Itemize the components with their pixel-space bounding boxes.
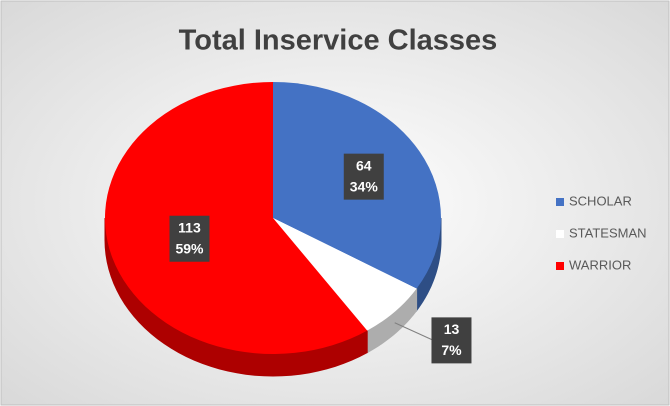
data-label: 137% <box>431 317 472 364</box>
data-label-percent: 7% <box>441 342 462 358</box>
data-label-box <box>343 153 384 200</box>
legend-swatch <box>556 230 564 238</box>
leader-line <box>394 322 434 341</box>
data-label-value: 13 <box>444 321 460 337</box>
chart-title: Total Inservice Classes <box>179 25 498 57</box>
legend-swatch <box>556 262 564 270</box>
legend-label: SCHOLAR <box>569 193 632 208</box>
legend-label: STATESMAN <box>569 225 647 240</box>
legend-label: WARRIOR <box>569 257 631 272</box>
data-label-value: 113 <box>178 219 201 235</box>
data-label-box <box>169 215 210 262</box>
pie-slice <box>105 82 368 354</box>
data-label-box <box>431 317 472 364</box>
data-label-percent: 34% <box>350 178 379 194</box>
legend-swatch <box>556 198 564 206</box>
data-label-percent: 59% <box>175 240 204 256</box>
data-label-value: 64 <box>356 157 372 173</box>
pie-slice <box>273 218 417 331</box>
